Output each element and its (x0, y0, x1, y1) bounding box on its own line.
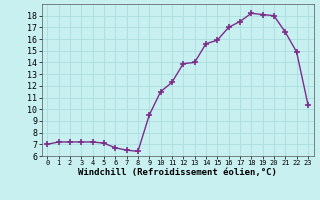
X-axis label: Windchill (Refroidissement éolien,°C): Windchill (Refroidissement éolien,°C) (78, 168, 277, 177)
